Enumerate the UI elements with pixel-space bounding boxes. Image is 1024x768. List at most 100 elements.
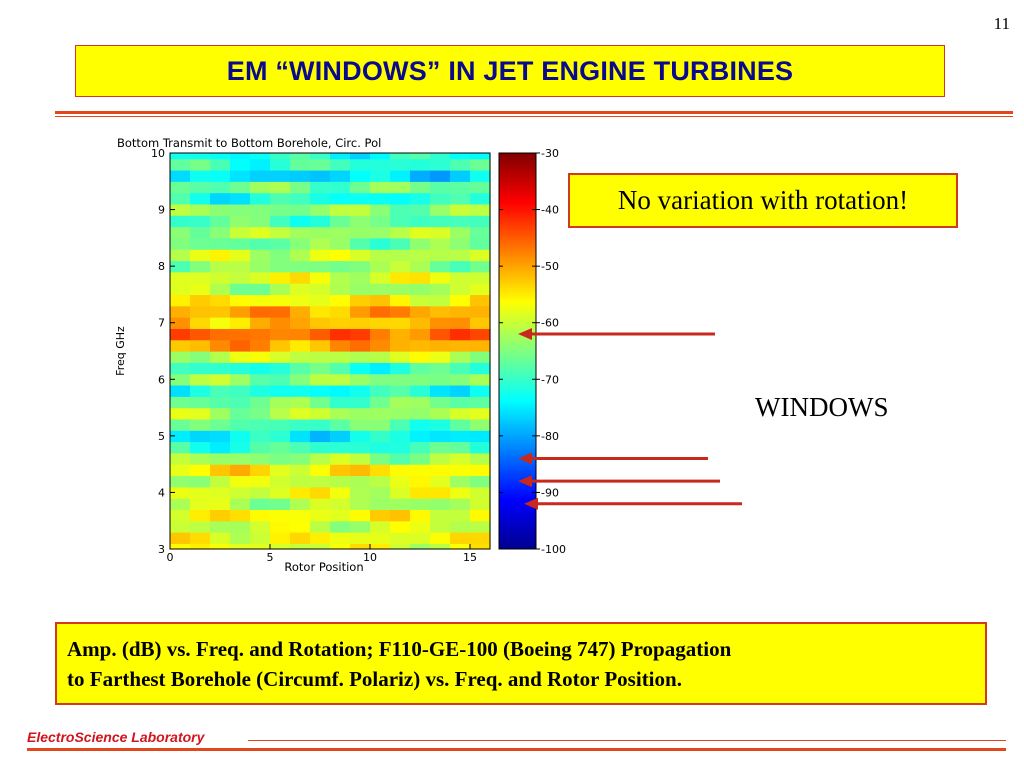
heatmap-cell (310, 441, 331, 454)
heatmap-cell (290, 271, 311, 284)
heatmap-cell (250, 384, 271, 397)
heatmap-cell (410, 543, 431, 550)
heatmap-cell (290, 486, 311, 499)
heatmap-cell (390, 509, 411, 522)
y-tick-label: 4 (158, 486, 165, 499)
heatmap-cell (390, 215, 411, 228)
heatmap-cell (370, 509, 391, 522)
heatmap-cell (210, 509, 231, 522)
heatmap-cell (310, 351, 331, 363)
heatmap-cell (330, 543, 351, 550)
heatmap-cell (170, 475, 191, 488)
caption-line-1: Amp. (dB) vs. Freq. and Rotation; F110-G… (67, 637, 732, 661)
heatmap-cell (410, 153, 431, 160)
y-tick-label: 9 (158, 204, 165, 217)
heatmap-cell (410, 486, 431, 499)
heatmap-cell (310, 407, 331, 420)
heatmap-cell (290, 430, 311, 443)
heatmap-cell (230, 509, 251, 522)
heatmap-cell (230, 153, 251, 160)
heatmap-cell (230, 373, 251, 386)
heatmap-cell (450, 464, 471, 477)
heatmap-cell (230, 543, 251, 550)
heatmap-cell (350, 486, 371, 499)
heatmap-cell (350, 158, 371, 171)
heatmap-cell (450, 362, 471, 375)
x-tick-label: 5 (267, 551, 274, 564)
heatmap-cell (190, 339, 211, 352)
heatmap-cell (350, 475, 371, 488)
heatmap-cell (290, 384, 311, 397)
heatmap-cell (470, 498, 491, 510)
heatmap-cell (410, 498, 431, 510)
heatmap-cell (330, 153, 351, 160)
heatmap-cell (310, 271, 331, 284)
colorbar-tick-label: -80 (541, 430, 559, 443)
heatmap-cell (350, 215, 371, 228)
heatmap-cell (430, 203, 451, 216)
heatmap-cell (410, 384, 431, 397)
heatmap-cell (450, 203, 471, 216)
heatmap-cell (350, 520, 371, 533)
y-tick-label: 8 (158, 260, 165, 273)
heatmap-cell (350, 407, 371, 420)
heatmap-cell (250, 260, 271, 273)
heatmap-cell (390, 532, 411, 544)
heatmap-cell (350, 181, 371, 194)
heatmap-cell (250, 283, 271, 296)
heatmap-cell (170, 452, 191, 465)
title-box: EM “WINDOWS” IN JET ENGINE TURBINES (75, 45, 945, 97)
heatmap-cell (270, 362, 291, 375)
heatmap-cell (290, 407, 311, 420)
heatmap-cell (430, 294, 451, 307)
heatmap-cell (390, 384, 411, 397)
heatmap-cell (230, 192, 251, 205)
heatmap-cell (430, 498, 451, 510)
heatmap-cell (450, 543, 471, 550)
heatmap-cell (390, 339, 411, 352)
heatmap-cell (310, 158, 331, 171)
heatmap-cell (330, 520, 351, 533)
heatmap-cell (330, 498, 351, 510)
title-rule-thin (55, 116, 1013, 117)
heatmap-cell (190, 351, 211, 363)
chart-title: Bottom Transmit to Bottom Borehole, Circ… (117, 136, 381, 150)
heatmap-cell (390, 158, 411, 171)
heatmap-cell (290, 498, 311, 510)
heatmap-cell (170, 339, 191, 352)
heatmap-cell (390, 260, 411, 273)
heatmap-cell (350, 532, 371, 544)
heatmap-cell (170, 362, 191, 375)
heatmap-cell (210, 452, 231, 465)
heatmap-cell (170, 498, 191, 510)
heatmap-cell (170, 226, 191, 239)
heatmap-cell (230, 351, 251, 363)
heatmap-cell (450, 181, 471, 194)
heatmap-cell (310, 509, 331, 522)
heatmap-cell (310, 181, 331, 194)
plot-frame (169, 152, 491, 550)
heatmap-cell (470, 384, 491, 397)
windows-label: WINDOWS (755, 392, 889, 422)
heatmap-cell (290, 215, 311, 228)
heatmap-cell (390, 407, 411, 420)
heatmap-cell (250, 317, 271, 329)
heatmap-cell (410, 260, 431, 273)
heatmap-cell (470, 486, 491, 499)
heatmap-cell (330, 351, 351, 363)
heatmap-cell (350, 260, 371, 273)
heatmap-cell (330, 430, 351, 443)
y-axis-label: Freq GHz (114, 326, 127, 376)
heatmap-cell (290, 249, 311, 262)
heatmap-cell (330, 158, 351, 171)
heatmap-cell (170, 305, 191, 318)
heatmap-cell (270, 486, 291, 499)
heatmap-cell (410, 452, 431, 465)
y-tick-label: 6 (158, 373, 165, 386)
heatmap-cell (170, 543, 191, 550)
heatmap-cell (390, 418, 411, 431)
heatmap-cell (410, 430, 431, 443)
heatmap-cell (190, 153, 211, 160)
heatmap-cell (450, 532, 471, 544)
heatmap-cell (270, 452, 291, 465)
